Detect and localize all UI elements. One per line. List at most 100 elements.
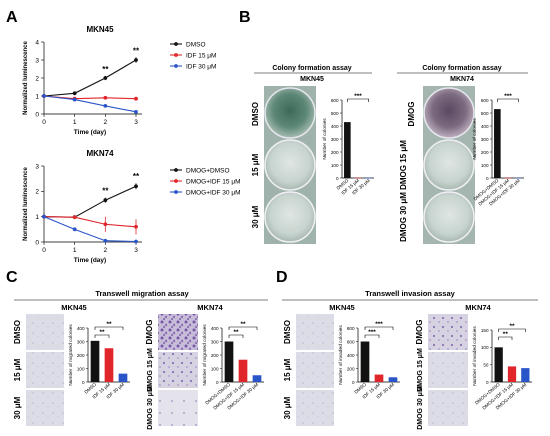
y-axis-label: Normalized luminescence [23,40,29,114]
row-label: DMOG 30 μM [417,386,424,430]
x-tick-label: 1 [73,119,77,126]
legend-mkn74: DMOG+DMSO DMOG+IDF 15 μM DMOG+IDF 30 μM [170,167,241,196]
y-tick-label: 200 [481,150,489,155]
x-tick-label: 3 [134,247,138,254]
cell-line-label: MKN74 [465,303,491,312]
micrograph-dmog-30um [158,390,198,426]
x-tick-label: 0 [42,119,46,126]
bar [224,341,234,382]
y-tick-label: 0 [486,380,489,385]
y-tick-label: 300 [481,137,489,142]
micrographs-invasion-mkn45: DMSO 15 μM 30 μM [283,314,334,426]
bar [344,122,351,178]
legend-mkn45: DMSO IDF 15 μM IDF 30 μM [170,41,216,70]
row-label: DMOG 30 μM [399,192,408,242]
data-point [134,224,138,229]
significance-bracket [94,334,110,338]
y-tick-label: 400 [347,353,355,358]
row-label: DMOG 15 μM [147,348,154,392]
chart-title: MKN45 [86,25,114,34]
legend-marker [174,179,178,183]
panel-c-letter: C [6,269,18,286]
y-tick-label: 0 [216,380,219,385]
bar [388,377,398,382]
y-tick-label: 3 [35,163,39,170]
legend-label: DMSO [186,41,206,48]
micrograph-dmog-30um [428,390,468,426]
y-tick-label: 150 [481,328,489,333]
significance-label: *** [354,93,362,100]
bar [507,366,517,382]
y-tick-label: 200 [211,353,219,358]
significance-label: *** [504,93,512,100]
cell-line-label: MKN74 [197,303,223,312]
row-label-group: DMOG 30 μM [399,192,408,242]
significance-bracket [364,326,394,330]
y-tick-label: 4 [35,39,39,46]
cell-line-label: MKN45 [329,303,354,312]
row-label: 15 μM [13,358,22,381]
row-label: DMOG [407,102,416,127]
well-dmog-15um [423,139,475,191]
series-line [43,95,137,113]
significance-bracket [228,326,258,330]
bar [374,374,384,382]
micrograph-15um [296,352,334,388]
y-tick-label: 2 [35,189,39,196]
legend-label: IDF 15 μM [186,52,216,59]
y-tick-label: 100 [211,366,219,371]
well-dmog [423,87,475,139]
significance-bracket [497,98,519,102]
y-tick-label: 0 [486,176,489,181]
significance-bracket [498,328,526,332]
significance-label: ** [233,329,239,336]
panel-b-left-header: Colony formation assay MKN45 [254,65,372,83]
legend-marker [174,42,178,46]
line-chart-mkn45: MKN45 0 1 2 3 4 0 1 2 3 Time (day) Normalized lumi… [23,25,142,136]
row-label: DMOG 15 μM [399,140,408,190]
bar [521,368,530,382]
significance-bracket [364,334,380,338]
legend-marker [174,168,178,172]
well-15um [264,139,316,191]
row-label: DMSO [283,320,292,344]
data-point [134,96,138,101]
significance-label: ** [133,172,140,181]
y-axis-label: Number of invaded colonies [338,325,344,385]
cell-line-label: MKN45 [300,76,324,83]
series-line [43,216,137,243]
assay-title: Transwell invasion assay [365,289,455,298]
y-axis-label: Number of invaded colonies [472,326,478,386]
micrographs-invasion-mkn74: DMOG DMOG 15 μM DMOG 30 μM [415,314,468,430]
micrograph-dmog [158,314,198,350]
data-point [134,58,138,62]
y-tick-label: 0 [35,111,39,118]
micrograph-30um [296,390,334,426]
y-tick-label: 500 [331,111,339,116]
y-tick-label: 600 [481,98,489,103]
row-label: DMOG 30 μM [147,386,154,430]
legend-label: IDF 30 μM [186,63,216,70]
legend-marker [174,53,178,57]
y-tick-label: 1 [35,93,39,100]
y-tick-label: 300 [331,137,339,142]
significance-bracket [347,98,369,102]
data-point [103,238,108,243]
series-line [43,59,137,97]
panel-a-letter: A [6,9,18,26]
assay-title: Colony formation assay [272,65,351,72]
x-tick-label: 2 [104,119,108,126]
assay-title: Colony formation assay [422,65,501,72]
significance-label: *** [368,329,376,336]
x-tick-label: 0 [42,247,46,254]
y-tick-label: 0 [82,380,85,385]
data-point [72,97,77,102]
significance-label: ** [102,187,109,196]
y-tick-label: 300 [211,339,219,344]
data-point [72,227,77,232]
